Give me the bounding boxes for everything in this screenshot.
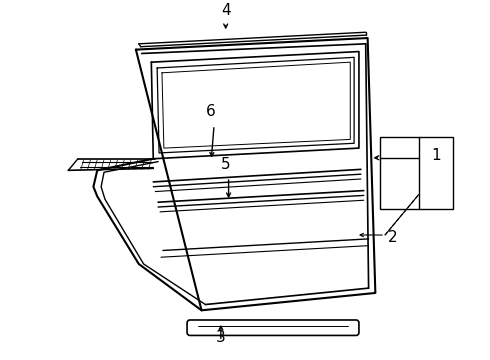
- Text: 3: 3: [216, 330, 226, 345]
- Text: 1: 1: [431, 148, 441, 163]
- Text: 6: 6: [206, 104, 216, 119]
- Text: 4: 4: [221, 3, 230, 18]
- Text: 5: 5: [221, 157, 230, 172]
- Text: 2: 2: [388, 230, 397, 246]
- Bar: [380, 136, 453, 209]
- FancyBboxPatch shape: [187, 320, 359, 336]
